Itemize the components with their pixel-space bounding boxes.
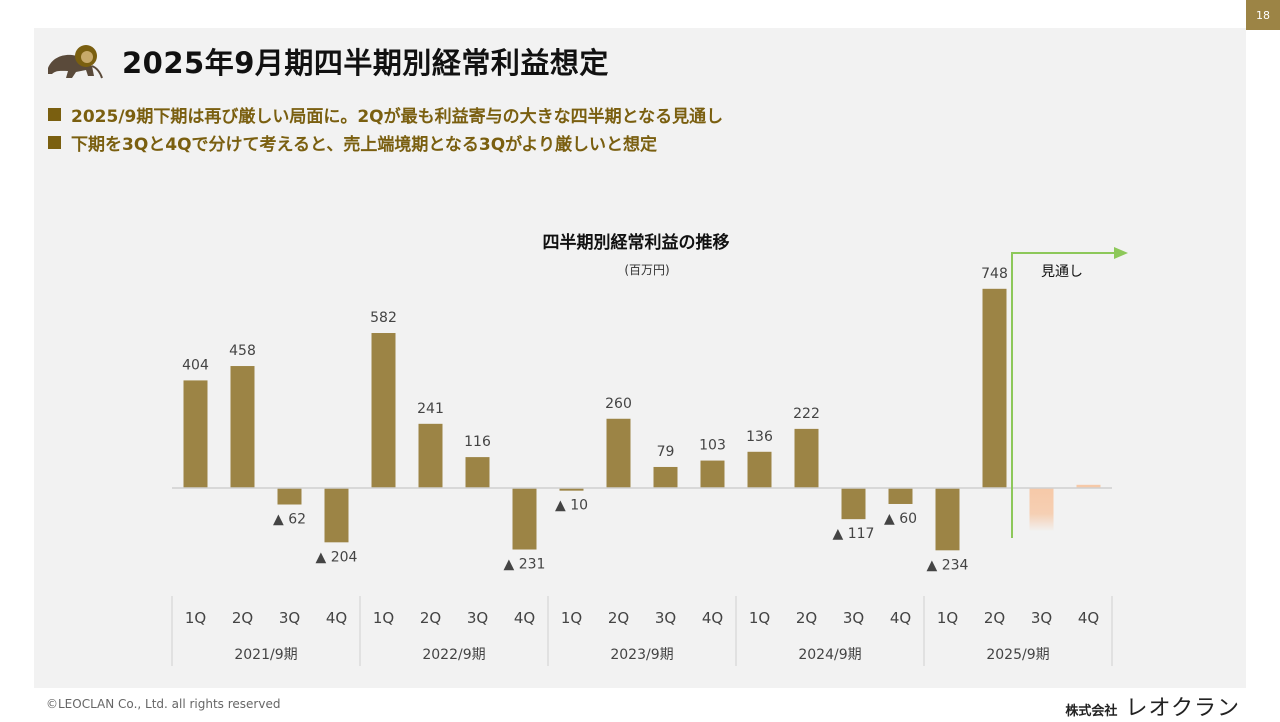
quarter-tick-label: 3Q (843, 609, 864, 627)
bullet-item: 下期を3Qと4Qで分けて考えると、売上端境期となる3Qがより厳しいと想定 (48, 128, 723, 156)
data-label: 103 (699, 438, 726, 454)
data-label: 404 (182, 357, 209, 373)
fiscal-year-label: 2021/9期 (234, 647, 297, 663)
data-label: 748 (981, 266, 1008, 282)
quarter-tick-label: 2Q (984, 609, 1005, 627)
quarter-tick-label: 3Q (467, 609, 488, 627)
quarter-tick-label: 4Q (702, 609, 723, 627)
bar-2024/9期-2Q (794, 428, 819, 488)
bar-2022/9期-1Q (371, 333, 396, 488)
data-label: 79 (657, 444, 675, 460)
quarter-tick-label: 2Q (796, 609, 817, 627)
fiscal-year-label: 2024/9期 (798, 647, 861, 663)
data-label: ▲ 117 (833, 526, 875, 542)
bar-2023/9期-3Q (653, 466, 678, 488)
forecast-label: 見通し (1041, 264, 1083, 280)
quarter-tick-label: 2Q (420, 609, 441, 627)
bar-2025/9期-2Q (982, 288, 1007, 488)
page-title: 2025年9月期四半期別経常利益想定 (122, 46, 609, 80)
bar-2021/9期-2Q (230, 366, 255, 488)
bar-2022/9期-4Q (512, 488, 537, 550)
data-label: 136 (746, 429, 773, 445)
data-label: 260 (605, 396, 632, 412)
bar-2021/9期-4Q (324, 488, 349, 543)
bullet-list: 2025/9期下期は再び厳しい局面に。2Qが最も利益寄与の大きな四半期となる見通… (48, 100, 723, 156)
quarter-tick-label: 3Q (279, 609, 300, 627)
data-label: 241 (417, 401, 444, 417)
company-prefix: 株式会社 (1065, 704, 1118, 719)
quarter-tick-label: 3Q (1031, 609, 1052, 627)
data-label: 458 (229, 343, 256, 359)
bar-2025/9期-1Q (935, 488, 960, 551)
quarter-tick-label: 1Q (749, 609, 770, 627)
quarter-tick-label: 1Q (561, 609, 582, 627)
bar-2021/9期-1Q (183, 380, 208, 488)
fiscal-year-label: 2025/9期 (986, 647, 1049, 663)
chart-unit: (百万円) (624, 263, 669, 277)
quarter-tick-label: 1Q (373, 609, 394, 627)
square-bullet-icon (48, 107, 61, 121)
data-label: ▲ 62 (273, 512, 306, 528)
quarter-tick-label: 1Q (185, 609, 206, 627)
chart-title: 四半期別経常利益の推移 (543, 232, 730, 253)
bullet-item: 2025/9期下期は再び厳しい局面に。2Qが最も利益寄与の大きな四半期となる見通… (48, 100, 723, 128)
fiscal-year-label: 2023/9期 (610, 647, 673, 663)
quarter-tick-label: 4Q (514, 609, 535, 627)
bar-2023/9期-4Q (700, 460, 725, 488)
bar-2024/9期-1Q (747, 451, 772, 488)
data-label: 222 (793, 406, 820, 422)
data-label: 116 (464, 434, 491, 450)
bullet-text: 下期を3Qと4Qで分けて考えると、売上端境期となる3Qがより厳しいと想定 (71, 134, 657, 155)
bar-2024/9期-4Q (888, 488, 913, 504)
bar-2023/9期-1Q (559, 488, 584, 491)
quarter-tick-label: 2Q (608, 609, 629, 627)
forecast-arrow-line (1011, 252, 1116, 538)
bar-2025/9期-4Q (1076, 484, 1101, 488)
content-panel (34, 28, 1246, 688)
bar-2024/9期-3Q (841, 488, 866, 520)
quarter-tick-label: 4Q (326, 609, 347, 627)
company-name: レオクラン (1125, 696, 1240, 721)
quarter-tick-label: 4Q (1078, 609, 1099, 627)
square-bullet-icon (48, 135, 61, 149)
data-label: ▲ 234 (927, 557, 969, 573)
quarter-tick-label: 1Q (937, 609, 958, 627)
bar-2021/9期-3Q (277, 488, 302, 505)
forecast-arrow-head-icon (1114, 247, 1128, 259)
bullet-text: 2025/9期下期は再び厳しい局面に。2Qが最も利益寄与の大きな四半期となる見通… (71, 106, 724, 127)
quarter-tick-label: 3Q (655, 609, 676, 627)
company-brand: 株式会社 レオクラン (1065, 690, 1240, 722)
data-label: ▲ 231 (504, 557, 546, 573)
data-label: ▲ 10 (555, 498, 588, 514)
bar-2025/9期-3Q (1029, 488, 1054, 531)
bar-2022/9期-3Q (465, 457, 490, 488)
copyright-text: ©LEOCLAN Co., Ltd. all rights reserved (46, 697, 281, 711)
fiscal-year-label: 2022/9期 (422, 647, 485, 663)
lion-logo-icon (48, 45, 103, 79)
bar-2023/9期-2Q (606, 418, 631, 488)
data-label: ▲ 60 (884, 511, 917, 527)
bar-2022/9期-2Q (418, 423, 443, 488)
page-number: 18 (1246, 0, 1280, 30)
data-label: ▲ 204 (316, 549, 358, 565)
quarter-tick-label: 2Q (232, 609, 253, 627)
data-label: 582 (370, 310, 397, 326)
quarter-tick-label: 4Q (890, 609, 911, 627)
